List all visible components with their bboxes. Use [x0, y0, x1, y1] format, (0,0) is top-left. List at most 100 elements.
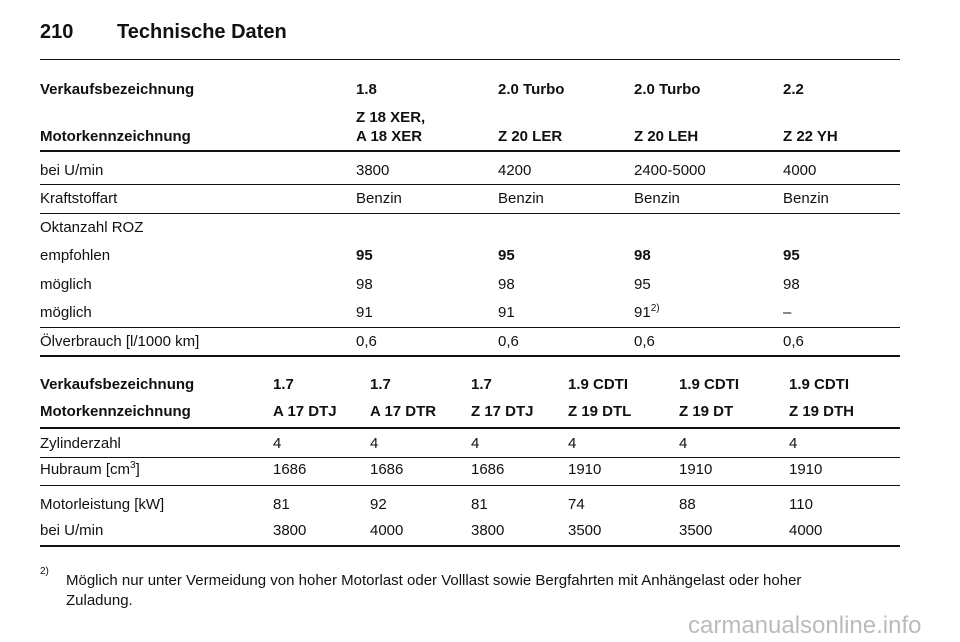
table-cell: 95: [498, 247, 515, 264]
cell-text: ]: [135, 461, 140, 478]
table-cell: 3800: [273, 522, 307, 539]
table-cell: Z 22 YH: [783, 128, 838, 145]
table-cell: –: [783, 304, 792, 321]
table-rule: [40, 213, 900, 214]
table-cell: empfohlen: [40, 247, 111, 264]
table-cell: 1.7: [273, 376, 294, 393]
table-cell: Z 19 DTH: [789, 403, 855, 420]
table-cell: 2.2: [783, 81, 804, 98]
page-title: Technische Daten: [117, 21, 287, 43]
table-cell: Motorleistung [kW]: [40, 496, 165, 513]
watermark: carmanualsonline.info: [688, 612, 922, 639]
table-cell: 1686: [370, 461, 404, 478]
table-cell: 1686: [471, 461, 505, 478]
table-cell: 1910: [679, 461, 713, 478]
table-cell: 88: [679, 496, 696, 513]
table-cell: Benzin: [498, 190, 544, 207]
table-cell: Z 20 LER: [498, 128, 563, 145]
cell-superscript: 3: [130, 460, 136, 471]
table-cell: 91: [498, 304, 515, 321]
table-cell: 3800: [471, 522, 505, 539]
table-cell: 95: [783, 247, 800, 264]
table-rule: [40, 150, 900, 152]
table-cell: Z 20 LEH: [634, 128, 699, 145]
table-cell: A 17 DTR: [370, 403, 437, 420]
table-cell: 4000: [370, 522, 404, 539]
table-rule: [40, 457, 900, 458]
table-cell: 98: [356, 276, 373, 293]
table-cell: 0,6: [498, 333, 519, 350]
table-cell: Benzin: [634, 190, 680, 207]
table-cell: 4: [273, 435, 282, 452]
table-cell: Z 19 DT: [679, 403, 734, 420]
table-cell: 74: [568, 496, 585, 513]
table-cell: 4200: [498, 162, 532, 179]
cell-superscript: 2): [650, 303, 660, 314]
table-cell: Benzin: [783, 190, 829, 207]
table-cell: Z 18 XER,: [356, 109, 426, 126]
table-cell: 4: [568, 435, 577, 452]
table-cell: Oktanzahl ROZ: [40, 219, 144, 236]
cell-text: 91: [634, 304, 651, 321]
table-cell: A 18 XER: [356, 128, 423, 145]
table-cell: 81: [471, 496, 488, 513]
table-cell: 110: [789, 496, 813, 513]
table-cell: möglich: [40, 276, 92, 293]
table-cell: Z 17 DTJ: [471, 403, 534, 420]
table-cell: 1.7: [471, 376, 492, 393]
table-cell: Motorkennzeichnung: [40, 403, 191, 420]
table-cell: 1.9 CDTI: [789, 376, 850, 393]
table-cell: 1686: [273, 461, 307, 478]
table-cell: 98: [498, 276, 515, 293]
table-cell: bei U/min: [40, 162, 104, 179]
footnote-line: Möglich nur unter Vermeidung von hoher M…: [66, 572, 802, 589]
table-cell: 4000: [789, 522, 823, 539]
table-cell: möglich: [40, 304, 92, 321]
table-rule: [40, 184, 900, 185]
table-cell: 4: [789, 435, 798, 452]
table-cell: Kraftstoffart: [40, 190, 118, 207]
table-cell: Hubraum [cm3]: [40, 461, 140, 479]
page-number: 210: [40, 21, 74, 43]
table-cell: 4: [679, 435, 688, 452]
table-rule: [40, 427, 900, 429]
table-cell: 3500: [568, 522, 602, 539]
cell-text: Hubraum [cm: [40, 461, 131, 478]
table-cell: 3800: [356, 162, 390, 179]
table-cell: 1.9 CDTI: [679, 376, 740, 393]
table-cell: 912): [634, 304, 660, 322]
table-cell: 4000: [783, 162, 817, 179]
table-cell: 1.7: [370, 376, 391, 393]
table-rule: [40, 355, 900, 357]
table-cell: 1910: [568, 461, 602, 478]
header-rule: [40, 59, 900, 60]
footnote-marker: 2): [40, 566, 49, 577]
table-cell: 3500: [679, 522, 713, 539]
table-cell: 81: [273, 496, 290, 513]
table-cell: 2400-5000: [634, 162, 706, 179]
table-cell: Motorkennzeichnung: [40, 128, 191, 145]
table-cell: 0,6: [356, 333, 377, 350]
table-cell: 0,6: [634, 333, 655, 350]
table-cell: Verkaufsbezeichnung: [40, 376, 195, 393]
table-cell: Benzin: [356, 190, 402, 207]
table-cell: 4: [370, 435, 379, 452]
table-rule: [40, 327, 900, 328]
table-cell: Z 19 DTL: [568, 403, 632, 420]
table-cell: 1.8: [356, 81, 377, 98]
table-rule: [40, 485, 900, 486]
table-rule: [40, 545, 900, 547]
table-cell: 0,6: [783, 333, 804, 350]
table-cell: 92: [370, 496, 387, 513]
table-cell: 95: [356, 247, 373, 264]
footnote-line: Zuladung.: [66, 592, 133, 609]
table-cell: 98: [634, 247, 651, 264]
table-cell: 98: [783, 276, 800, 293]
table-cell: A 17 DTJ: [273, 403, 337, 420]
table-cell: 2.0 Turbo: [498, 81, 565, 98]
table-cell: 2.0 Turbo: [634, 81, 701, 98]
table-cell: Zylinderzahl: [40, 435, 121, 452]
table-cell: bei U/min: [40, 522, 104, 539]
table-cell: 1.9 CDTI: [568, 376, 629, 393]
